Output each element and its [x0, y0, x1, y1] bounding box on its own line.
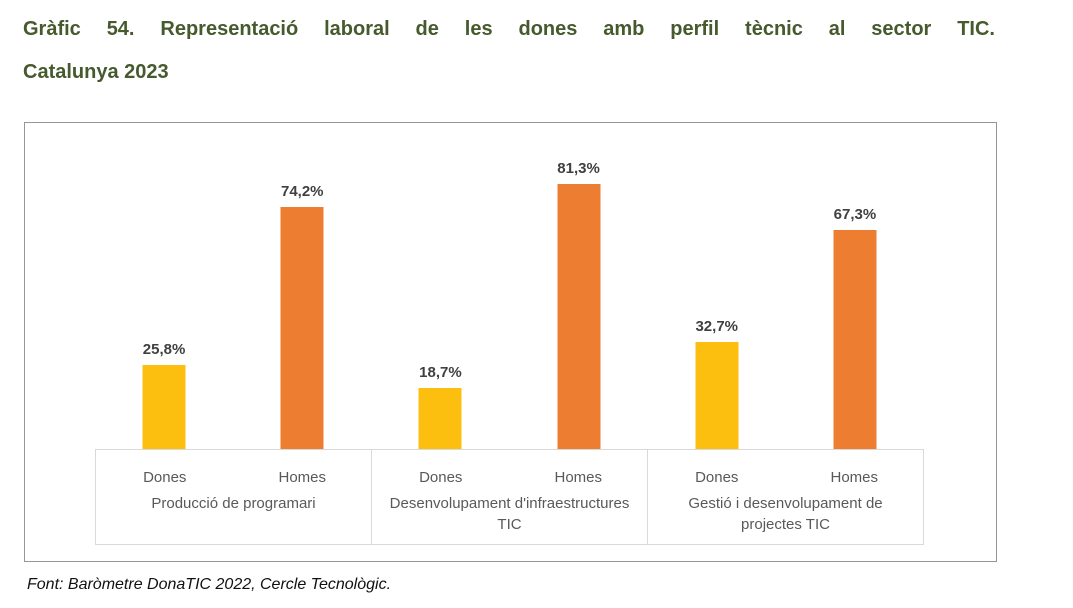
- chart-title: Gràfic 54. Representació laboral de les …: [23, 8, 995, 94]
- category-label: Desenvolupament d'infraestructures TIC: [389, 495, 630, 533]
- bar-slot-dones: 25,8%: [95, 123, 233, 449]
- chart-title-line2: Catalunya 2023: [23, 61, 169, 83]
- bar-value-label: 25,8%: [142, 341, 186, 358]
- chart-title-line1: Gràfic 54. Representació laboral de les …: [23, 18, 995, 40]
- series-name-dones: Dones: [695, 468, 739, 486]
- bar-value-label: 67,3%: [833, 206, 877, 223]
- axis-group: Dones Homes Gestió i desenvolupament de pr…: [647, 450, 923, 544]
- bar-homes: [557, 184, 601, 449]
- bar-slot-homes: 67,3%: [786, 123, 924, 449]
- series-names-row: Dones Homes: [372, 466, 647, 488]
- axis-group: Dones Homes Desenvolupament d'infraestruct…: [371, 450, 647, 544]
- bar-homes: [833, 230, 877, 449]
- bar-slot-dones: 32,7%: [648, 123, 786, 449]
- bar-group: 32,7% 67,3%: [648, 123, 924, 449]
- bar-dones: [418, 388, 462, 449]
- bar-slot-dones: 18,7%: [371, 123, 509, 449]
- series-name-dones: Dones: [419, 468, 463, 486]
- bar-homes: [280, 207, 324, 449]
- category-axis: Dones Homes Producció de programari Dones Ho…: [95, 449, 924, 545]
- bar-plot: 25,8% 74,2% 18,7% 81,3% 32,7% 67,3%: [95, 123, 924, 449]
- source-note: Font: Baròmetre DonaTIC 2022, Cercle Tec…: [27, 576, 392, 593]
- bar-dones: [142, 365, 186, 449]
- series-name-homes: Homes: [830, 468, 878, 486]
- bar-slot-homes: 81,3%: [510, 123, 648, 449]
- chart-area: 25,8% 74,2% 18,7% 81,3% 32,7% 67,3% Dones Home…: [24, 122, 997, 562]
- axis-group: Dones Homes Producció de programari: [96, 450, 371, 544]
- category-label: Producció de programari: [151, 495, 316, 512]
- bar-value-label: 74,2%: [280, 183, 324, 200]
- series-names-row: Dones Homes: [96, 466, 371, 488]
- bar-group: 25,8% 74,2%: [95, 123, 371, 449]
- series-name-dones: Dones: [143, 468, 187, 486]
- series-name-homes: Homes: [554, 468, 602, 486]
- bar-dones: [695, 342, 739, 449]
- bar-group: 18,7% 81,3%: [371, 123, 647, 449]
- category-label: Gestió i desenvolupament de projectes TI…: [688, 495, 883, 533]
- bar-value-label: 81,3%: [557, 160, 600, 177]
- bar-slot-homes: 74,2%: [233, 123, 371, 449]
- bar-value-label: 32,7%: [695, 318, 739, 335]
- series-name-homes: Homes: [278, 468, 326, 486]
- series-names-row: Dones Homes: [648, 466, 923, 488]
- bar-value-label: 18,7%: [419, 364, 462, 381]
